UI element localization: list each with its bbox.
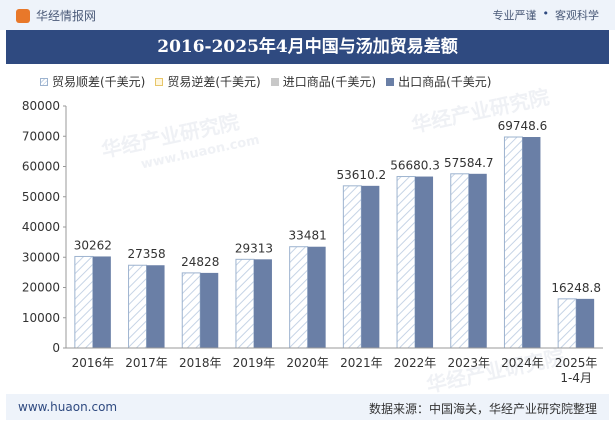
tag-left: 专业严谨 <box>492 9 537 22</box>
tag-separator: • <box>542 7 550 20</box>
brand[interactable]: 华经情报网 <box>16 7 96 24</box>
y-tick-label: 70000 <box>22 129 60 143</box>
x-axis: 2016年 2017年 2018年 2019年 2020年 2021年 2022年 2023年… <box>66 347 603 385</box>
header-tags: 专业严谨 • 客观科学 <box>493 7 600 23</box>
bar-export <box>92 256 111 348</box>
data-label: 29313 <box>235 241 273 255</box>
y-tick-label: 50000 <box>22 190 60 204</box>
legend-swatch-deficit <box>155 77 164 86</box>
data-label: 56680.3 <box>390 159 440 173</box>
bar-surplus <box>396 176 416 349</box>
x-tick-label: 2025年 <box>555 356 598 370</box>
data-label: 24828 <box>181 255 219 269</box>
legend-label-export: 出口商品(千美元) <box>398 75 492 89</box>
x-tick-label: 2017年 <box>125 356 168 370</box>
x-tick-label: 2022年 <box>394 356 437 370</box>
brand-logo-icon <box>16 8 30 23</box>
y-tick-label: 20000 <box>22 281 60 295</box>
tag-right: 客观科学 <box>555 9 599 22</box>
y-tick-label: 10000 <box>22 311 60 325</box>
data-label: 69748.6 <box>498 119 548 133</box>
x-tick-label: 2019年 <box>233 356 276 370</box>
bar-surplus <box>557 298 577 349</box>
x-tick-label: 2016年 <box>72 356 115 370</box>
bar-export <box>415 176 434 348</box>
x-tick-label: 2020年 <box>286 356 329 370</box>
legend-swatch-surplus <box>40 77 48 86</box>
bar-surplus <box>450 173 470 349</box>
footer: www.huaon.com 数据来源：中国海关，华经产业研究院整理 <box>6 394 609 420</box>
bar-export <box>468 173 487 348</box>
bar-surplus <box>74 255 94 349</box>
x-tick-label: 2018年 <box>179 356 222 370</box>
bar-surplus <box>289 246 309 349</box>
legend: 贸易顺差(千美元) 贸易逆差(千美元) 进口商品(千美元) 出口商品(千美元) <box>40 73 492 90</box>
legend-swatch-import <box>270 77 279 86</box>
bar-surplus <box>128 264 148 349</box>
data-label: 16248.8 <box>551 281 601 295</box>
bar-export <box>307 246 326 348</box>
y-tick-label: 30000 <box>22 250 60 264</box>
legend-item-surplus: 贸易顺差(千美元) <box>40 73 145 90</box>
data-label: 33481 <box>289 229 327 243</box>
legend-item-export: 出口商品(千美元) <box>386 73 492 90</box>
top-bar: 华经情报网 专业严谨 • 客观科学 <box>0 0 615 30</box>
bar-export <box>200 272 219 348</box>
bar-surplus <box>181 272 201 349</box>
bar-export <box>146 265 165 348</box>
data-label: 27358 <box>127 247 165 261</box>
y-tick-label: 60000 <box>22 160 60 174</box>
bar-surplus <box>503 136 523 349</box>
x-tick-label: 2024年 <box>501 356 544 370</box>
x-tick-label: 1-4月 <box>560 371 592 385</box>
data-label: 53610.2 <box>337 168 387 182</box>
data-label: 30262 <box>74 238 112 252</box>
chart-title: 2016-2025年4月中国与汤加贸易差额 <box>157 37 458 57</box>
y-tick-label: 40000 <box>22 220 60 234</box>
brand-name: 华经情报网 <box>36 9 97 23</box>
y-axis: 0 10000 20000 30000 40000 50000 60000 70000 8000… <box>22 99 67 355</box>
data-label: 57584.7 <box>444 156 494 170</box>
y-tick-label: 80000 <box>22 99 60 113</box>
x-tick-label: 2023年 <box>447 356 490 370</box>
legend-item-deficit: 贸易逆差(千美元) <box>155 73 261 90</box>
title-bar: 2016-2025年4月中国与汤加贸易差额 <box>6 30 609 64</box>
y-tick-label: 0 <box>52 341 60 355</box>
legend-label-deficit: 贸易逆差(千美元) <box>167 75 261 89</box>
bars <box>74 136 595 349</box>
bar-export <box>253 259 272 348</box>
bar-export <box>522 137 541 348</box>
legend-label-surplus: 贸易顺差(千美元) <box>52 75 146 89</box>
footer-website[interactable]: www.huaon.com <box>18 400 118 414</box>
bar-surplus <box>342 185 362 349</box>
legend-item-import: 进口商品(千美元) <box>270 73 377 90</box>
legend-swatch-export <box>386 77 395 86</box>
x-tick-label: 2021年 <box>340 356 383 370</box>
bar-surplus <box>235 258 255 349</box>
legend-label-import: 进口商品(千美元) <box>282 75 377 89</box>
bar-export <box>576 298 595 348</box>
bar-export <box>361 185 380 348</box>
footer-source: 数据来源：中国海关，华经产业研究院整理 <box>368 402 597 416</box>
